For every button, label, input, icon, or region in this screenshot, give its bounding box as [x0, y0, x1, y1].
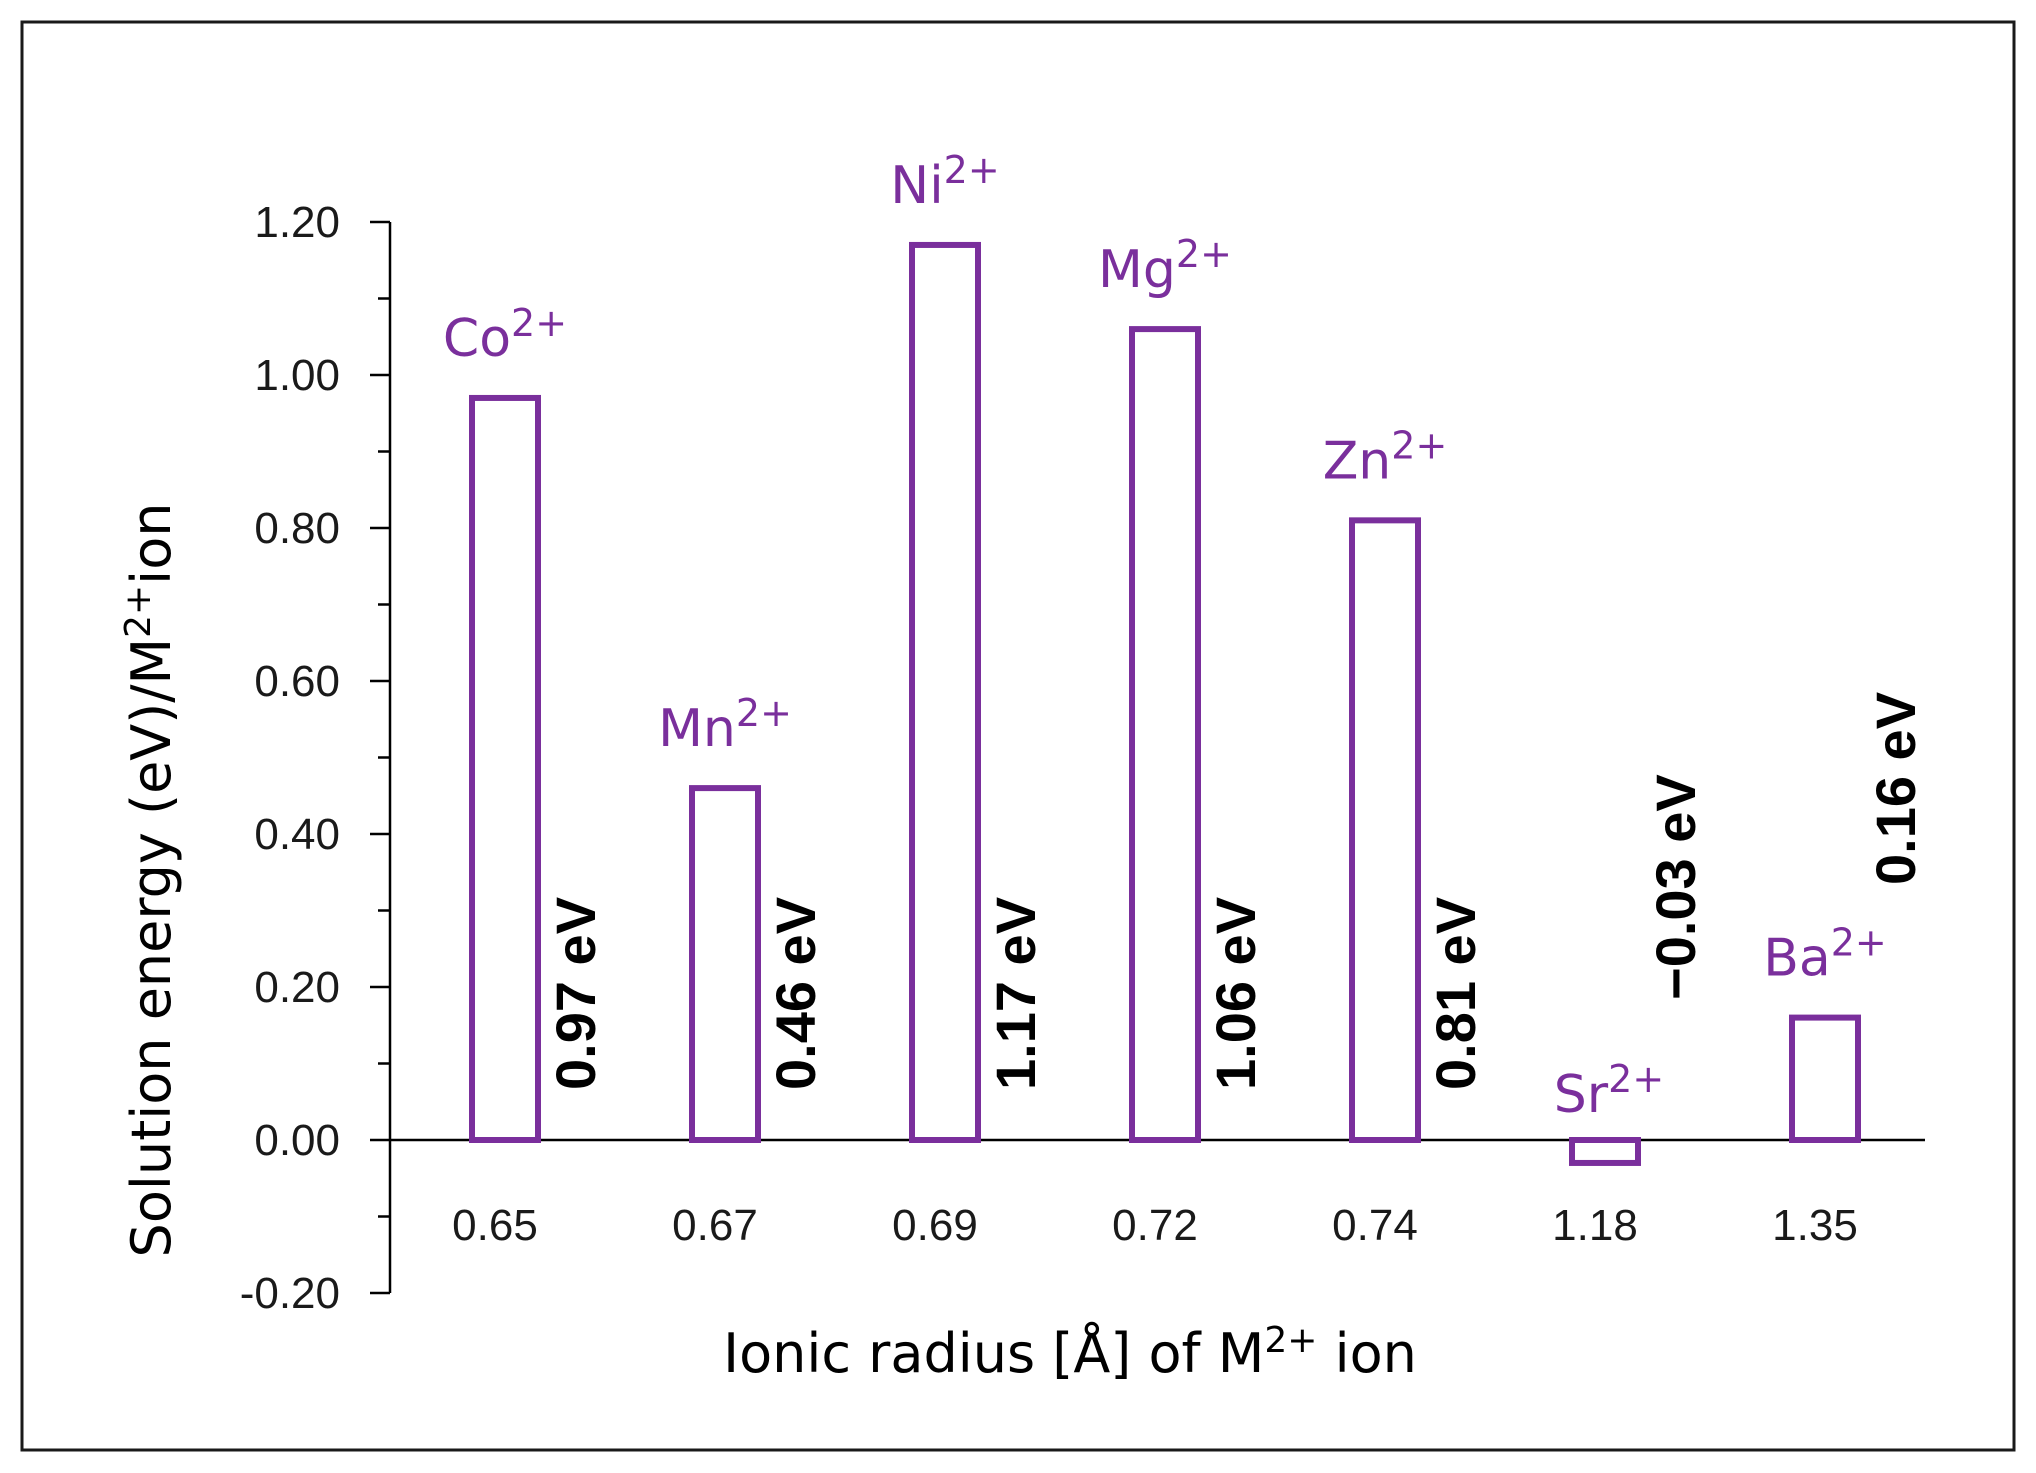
x-tick-label: 0.69 — [892, 1201, 978, 1250]
ion-label: Ni2+ — [890, 148, 999, 216]
x-tick-label: 1.35 — [1772, 1201, 1858, 1250]
y-tick-label: -0.20 — [240, 1269, 340, 1318]
y-tick-label: 1.20 — [254, 198, 340, 247]
ion-label: Mn2+ — [658, 691, 792, 759]
y-tick-label: 0.80 — [254, 504, 340, 553]
bars — [469, 241, 1861, 1166]
value-label: 1.06 eV — [1204, 897, 1267, 1090]
value-label: −0.03 eV — [1644, 774, 1707, 1000]
bar — [469, 394, 541, 1143]
y-tick-label: 0.20 — [254, 963, 340, 1012]
x-tick-label: 1.18 — [1552, 1201, 1638, 1250]
bar — [1789, 1014, 1861, 1143]
chart-frame — [20, 20, 2016, 1452]
bar — [1349, 517, 1421, 1143]
y-tick-label: 0.40 — [254, 810, 340, 859]
bar — [1569, 1137, 1641, 1166]
value-label: 0.97 eV — [544, 897, 607, 1090]
bar — [689, 785, 761, 1143]
ion-label: Co2+ — [443, 301, 567, 369]
bar — [1129, 326, 1201, 1144]
x-tick-label: 0.67 — [672, 1201, 758, 1250]
y-tick-label: 1.00 — [254, 351, 340, 400]
ion-label: Sr2+ — [1554, 1057, 1664, 1125]
value-label: 0.46 eV — [764, 897, 827, 1090]
y-axis-title: Solution energy (eV)/M2+ion — [118, 503, 183, 1258]
ion-label: Mg2+ — [1098, 232, 1232, 300]
x-tick-label: 0.72 — [1112, 1201, 1198, 1250]
value-label: 0.81 eV — [1424, 897, 1487, 1090]
value-label: 1.17 eV — [984, 897, 1047, 1090]
labels: 0.65 Co2+ 0.97 eV 0.67 Mn2+ 0.46 eV 0.69 Ni2+ 1.… — [443, 148, 1927, 1250]
value-label: 0.16 eV — [1864, 692, 1927, 885]
x-axis-title: Ionic radius [Å] of M2+ ion — [723, 1320, 1417, 1385]
x-tick-label: 0.74 — [1332, 1201, 1418, 1250]
ion-label: Zn2+ — [1323, 423, 1448, 491]
bar — [909, 241, 981, 1143]
ion-label: Ba2+ — [1763, 921, 1887, 989]
y-tick-label: 0.00 — [254, 1116, 340, 1165]
y-tick-label: 0.60 — [254, 657, 340, 706]
axes: 1.20 1.00 0.80 0.60 0.40 0.20 0.00 -0.20 — [240, 198, 1925, 1318]
x-tick-label: 0.65 — [452, 1201, 538, 1250]
